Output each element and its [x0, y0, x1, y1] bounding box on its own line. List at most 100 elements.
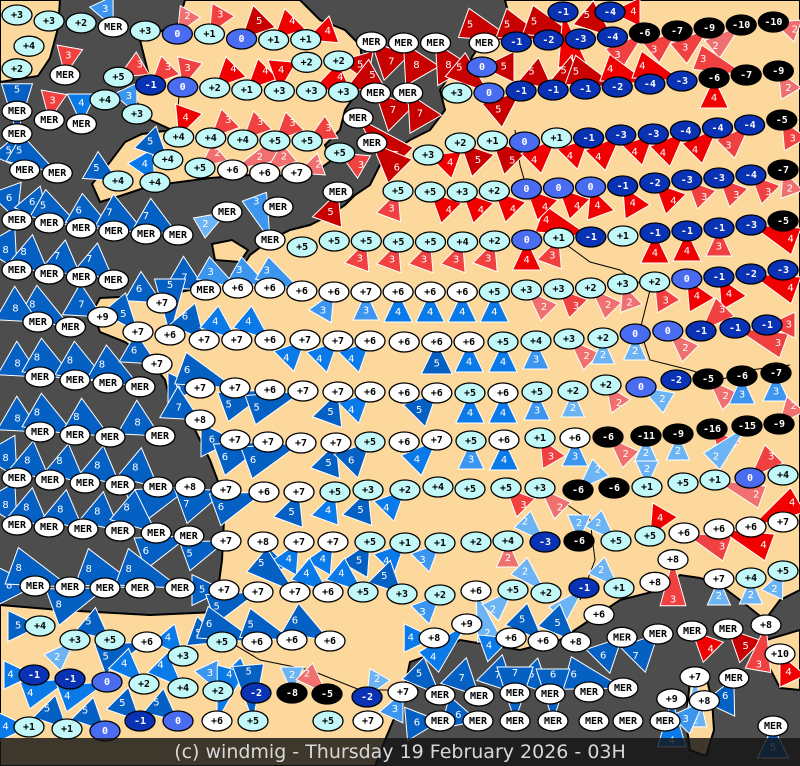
- temperature-label: MER: [719, 624, 738, 635]
- temperature-label: MER: [111, 526, 130, 537]
- temperature-ellipse: [757, 11, 790, 33]
- wind-speed-label: 4: [289, 16, 295, 27]
- temperature-marker: 0: [625, 376, 657, 398]
- wind-speed-label: 4: [182, 112, 188, 123]
- temperature-ellipse: [320, 432, 352, 454]
- temperature-ellipse: [388, 431, 420, 453]
- wind-triangle: [0, 285, 39, 323]
- temperature-marker: +3: [441, 82, 473, 104]
- temperature-marker: 0: [161, 23, 193, 45]
- wind-speed-label: 3: [768, 451, 774, 462]
- wind-arrow: 7: [439, 656, 480, 697]
- temperature-ellipse: [92, 372, 124, 394]
- temperature-label: +7: [156, 298, 168, 309]
- temperature-label: +4: [173, 132, 185, 143]
- temperature-marker: -7: [760, 362, 792, 384]
- wind-arrow: 5: [178, 540, 228, 572]
- temperature-label: +5: [104, 635, 116, 646]
- temperature-marker: 0: [508, 131, 541, 153]
- temperature-label: 0: [638, 382, 644, 393]
- temperature-label: MER: [8, 129, 27, 140]
- temperature-label: +5: [777, 566, 789, 577]
- temperature-label: +5: [360, 236, 372, 247]
- temperature-ellipse: [124, 710, 156, 732]
- wind-speed-label: 2: [712, 41, 718, 52]
- wind-triangle: [639, 231, 670, 264]
- temperature-label: 0: [523, 184, 529, 195]
- temperature-ellipse: [446, 281, 478, 303]
- temperature-marker: +6: [314, 630, 346, 652]
- wind-speed-label: 5: [147, 137, 153, 148]
- temperature-label: 0: [747, 473, 753, 484]
- temperature-marker: +4: [767, 464, 799, 486]
- temperature-marker: +6: [583, 604, 615, 626]
- sea-marker: MER: [124, 376, 156, 398]
- temperature-label: -1: [578, 583, 590, 594]
- temperature-label: 0: [175, 716, 181, 727]
- wind-speed-label: 3: [225, 115, 231, 126]
- temperature-marker: +7: [421, 429, 453, 451]
- temperature-ellipse: [322, 381, 354, 403]
- temperature-ellipse: [497, 579, 529, 601]
- temperature-marker: +1: [524, 427, 556, 449]
- wind-arrow: 5: [7, 609, 42, 643]
- wind-triangle: [146, 651, 184, 689]
- temperature-ellipse: [352, 479, 384, 501]
- temperature-ellipse: [662, 423, 694, 445]
- temperature-ellipse: [252, 431, 284, 453]
- wind-speed-label: 6: [209, 435, 215, 446]
- temperature-label: MER: [399, 88, 418, 99]
- temperature-label: -5: [702, 374, 714, 385]
- temperature-marker: 0: [574, 176, 607, 198]
- sea-marker: MER: [606, 626, 638, 648]
- temperature-label: +5: [644, 531, 656, 542]
- temperature-marker: +2: [323, 50, 355, 72]
- wind-triangle: [566, 514, 592, 543]
- wind-speed-label: 3: [614, 50, 620, 61]
- sea-marker: MER: [33, 212, 65, 234]
- temperature-label: +2: [489, 236, 501, 247]
- temperature-ellipse: [24, 615, 56, 637]
- temperature-marker: +3: [33, 10, 65, 32]
- temperature-ellipse: [703, 518, 735, 540]
- wind-speed-label: 3: [126, 91, 132, 102]
- sea-marker: MER: [98, 220, 130, 242]
- wind-speed-label: 3: [388, 203, 394, 214]
- sea-marker: MER: [676, 620, 708, 642]
- wind-speed-label: 3: [419, 555, 425, 566]
- temperature-label: +2: [209, 83, 221, 94]
- temperature-ellipse: [285, 432, 317, 454]
- temperature-ellipse: [712, 618, 744, 640]
- temperature-marker: 0: [542, 177, 575, 199]
- temperature-ellipse: [311, 683, 343, 705]
- temperature-marker: +2: [128, 673, 160, 695]
- temperature-label: MER: [40, 522, 59, 533]
- temperature-label: +7: [431, 435, 443, 446]
- temperature-marker: +8: [657, 549, 689, 571]
- temperature-ellipse: [322, 181, 354, 203]
- temperature-ellipse: [563, 530, 595, 552]
- temperature-marker: +6: [354, 381, 386, 403]
- temperature-label: +5: [334, 148, 346, 159]
- wind-speed-label: 3: [453, 254, 459, 265]
- wind-speed-label: 4: [446, 205, 452, 216]
- wind-arrow: 4: [488, 340, 518, 373]
- temperature-marker: 0: [167, 76, 199, 98]
- temperature-label: -4: [711, 123, 723, 134]
- wind-arrow: 4: [400, 439, 438, 477]
- sea-marker: MER: [356, 132, 388, 154]
- temperature-marker: +7: [317, 531, 349, 553]
- temperature-marker: +6: [154, 324, 186, 346]
- temperature-marker: -1: [703, 217, 735, 239]
- temperature-marker: -3: [703, 167, 735, 189]
- temperature-ellipse: [607, 677, 639, 699]
- sea-marker: MER: [69, 472, 101, 494]
- temperature-ellipse: [524, 427, 556, 449]
- temperature-marker: +4: [227, 129, 259, 151]
- temperature-ellipse: [54, 668, 86, 690]
- temperature-ellipse: [619, 323, 651, 345]
- temperature-label: +9: [666, 694, 678, 705]
- temperature-label: +6: [296, 286, 308, 297]
- temperature-marker: +7: [208, 579, 240, 601]
